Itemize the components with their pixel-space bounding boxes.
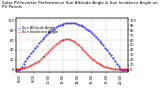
Text: Solar PV/Inverter Performance Sun Altitude Angle & Sun Incidence Angle on PV Pan: Solar PV/Inverter Performance Sun Altitu… bbox=[2, 1, 157, 9]
Legend: Sun Altitude Angle, Sun Incidence Angle: Sun Altitude Angle, Sun Incidence Angle bbox=[18, 26, 58, 34]
